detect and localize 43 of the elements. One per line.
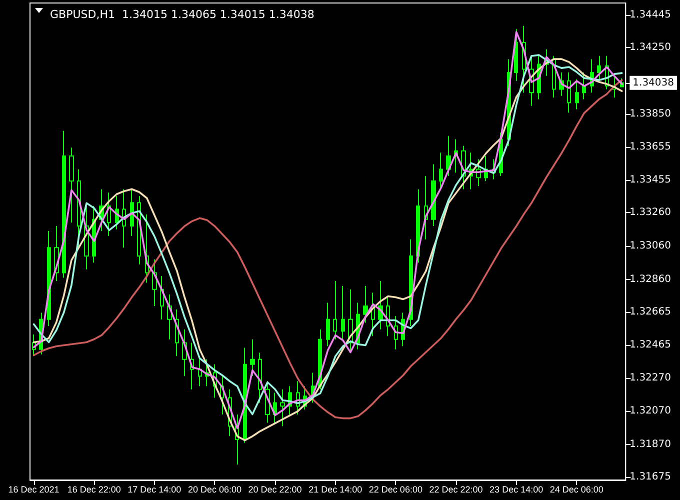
candlestick <box>575 78 579 110</box>
candlestick <box>446 135 451 176</box>
candlestick <box>62 130 66 278</box>
candlestick <box>363 286 368 324</box>
candlestick <box>333 280 337 340</box>
candlestick <box>280 388 285 427</box>
y-tick-label: 1.33850 <box>630 108 672 120</box>
y-tick-label: 1.34445 <box>630 10 672 21</box>
candlestick <box>130 188 134 236</box>
y-tick-label: 1.32860 <box>630 274 672 285</box>
y-tick-label: 1.32665 <box>630 306 672 318</box>
candlestick <box>250 338 255 377</box>
text: GBPUSD,H1 1.34015 1.34065 1.34015 1.34038 <box>50 8 314 21</box>
y-tick-label: 1.33655 <box>630 141 672 152</box>
x-tick-label: 22 Dec 06:00 <box>368 484 422 494</box>
candlestick <box>597 55 601 82</box>
candlestick <box>439 152 443 190</box>
candlestick <box>326 302 330 347</box>
candlestick <box>431 164 436 226</box>
y-tick-label: 1.31870 <box>630 438 672 450</box>
y-tick-label: 1.31675 <box>630 472 672 482</box>
x-tick-label: 20 Dec 22:00 <box>248 484 302 494</box>
x-tick-label: 22 Dec 22:00 <box>429 484 483 494</box>
x-tick-label: 16 Dec 22:00 <box>67 484 121 494</box>
x-tick-label: 21 Dec 14:00 <box>308 484 362 494</box>
y-tick-label: 1.34250 <box>630 42 672 54</box>
y-tick-label: 1.33455 <box>630 174 672 186</box>
candlestick <box>69 147 74 224</box>
y-tick-label: 1.32270 <box>630 372 672 384</box>
candlestick <box>582 72 586 100</box>
y-tick-label: 1.32070 <box>630 406 672 417</box>
y-tick-label: 1.33260 <box>630 207 672 218</box>
x-tick-label: 23 Dec 14:00 <box>490 484 544 494</box>
y-tick-label: 1.34038 <box>632 77 674 88</box>
y-tick-label: 1.32465 <box>630 340 672 351</box>
y-tick-label: 1.33060 <box>630 240 672 252</box>
candlestick <box>341 286 345 340</box>
x-tick-label: 17 Dec 14:00 <box>128 484 182 494</box>
x-tick-label: 16 Dec 2021 <box>8 484 60 494</box>
x-tick-label: 20 Dec 06:00 <box>188 484 242 494</box>
candlestick <box>567 72 571 114</box>
x-tick-label: 24 Dec 06:00 <box>550 484 604 494</box>
candlestick <box>514 28 518 82</box>
